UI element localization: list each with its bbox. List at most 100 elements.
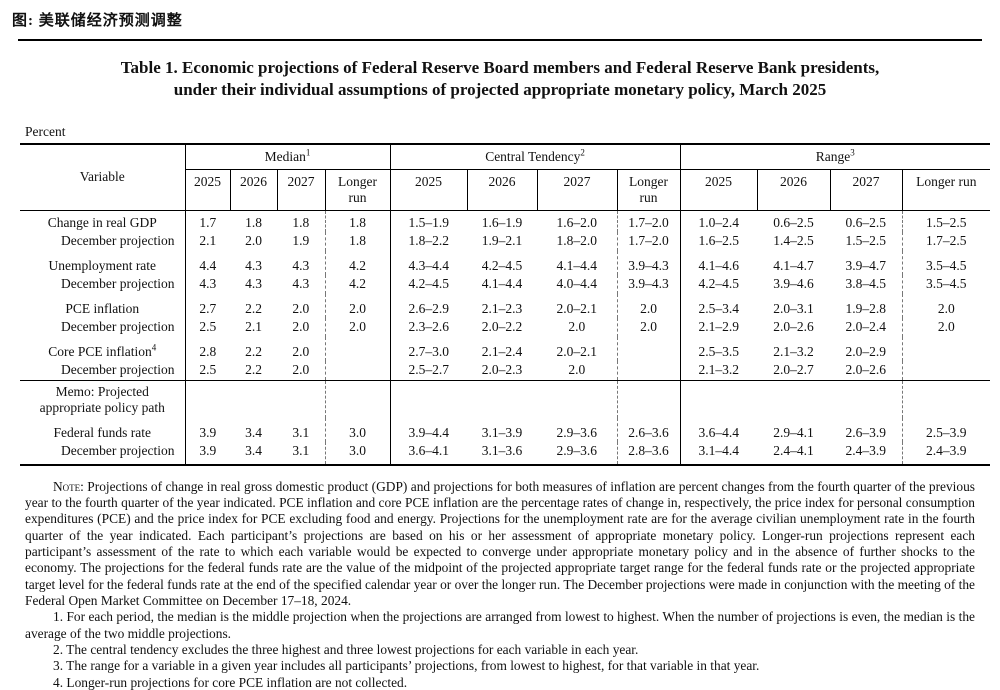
range-value: 1.9–2.8: [845, 300, 887, 316]
table-row: December projection 3.9 3.4 3.1 3.0 3.6–4.1 3.…: [20, 442, 991, 465]
central-value: 2.0: [616, 318, 681, 337]
central-value: 2.0: [568, 362, 586, 378]
median-value: 1.8: [324, 232, 390, 251]
range-value: 3.9–4.6: [773, 276, 814, 292]
central-value: [616, 336, 681, 362]
range-value: 1.5–2.5: [901, 210, 991, 233]
range-value: 1.7–2.5: [901, 232, 991, 251]
projections-table-body: Change in real GDP 1.7 1.8 1.8 1.8 1.5–1.9 1.6…: [20, 210, 991, 465]
central-value: 2.0–2.2: [481, 319, 523, 335]
range-footnote-ref: 3: [850, 147, 855, 157]
median-group-header: Median1: [184, 143, 390, 170]
median-value: 4.4: [184, 250, 230, 276]
median-value: 3.9: [184, 442, 230, 465]
range-value: 2.0–2.6: [845, 362, 887, 378]
central-value: 2.6–3.6: [616, 417, 681, 443]
range-value: 2.0–3.1: [773, 300, 814, 316]
median-value: 3.1: [292, 443, 310, 459]
note-label: Note:: [53, 478, 84, 494]
table-title: Table 1. Economic projections of Federal…: [0, 57, 1000, 101]
range-value: 2.4–3.9: [901, 442, 991, 465]
range-value: 1.4–2.5: [773, 233, 814, 249]
range-value: 3.8–4.5: [845, 276, 887, 292]
table-row: December projection 2.5 2.1 2.0 2.0 2.3–2.6 2.…: [20, 318, 991, 337]
central-value: 2.6–2.9: [389, 293, 467, 319]
central-value: [616, 379, 681, 418]
central-value: 2.0–2.1: [556, 300, 598, 316]
range-value: 3.5–4.5: [901, 250, 991, 276]
central-value: 3.1–3.6: [481, 443, 523, 459]
median-value: 4.3: [245, 257, 262, 273]
median-value: [277, 379, 325, 418]
range-value: 2.1–2.9: [679, 318, 758, 337]
table-row: PCE inflation 2.7 2.2 2.0 2.0 2.6–2.9 2.1–2.3 2…: [20, 293, 991, 319]
memo-row: Memo: Projected appropriate policy path: [20, 379, 991, 418]
median-value: 2.2: [245, 362, 262, 378]
median-value: 3.1: [292, 424, 310, 440]
range-year-2025: 2025: [679, 169, 758, 211]
median-year-2026: 2026: [229, 169, 277, 211]
central-value: 4.0–4.4: [556, 276, 598, 292]
central-value: 3.9–4.3: [616, 250, 681, 276]
central-value: [616, 361, 681, 381]
group-header-row: Variable Median1 Central Tendency2 Range…: [20, 143, 991, 211]
median-value: 2.0: [324, 293, 390, 319]
range-value: 2.6–3.9: [845, 424, 887, 440]
row-label: Federal funds rate: [53, 424, 151, 440]
central-value: 2.0: [616, 293, 681, 319]
range-value: 4.1–4.7: [773, 257, 814, 273]
row-label: PCE inflation: [65, 300, 140, 316]
range-value: [901, 361, 991, 381]
median-value: 2.0: [324, 318, 390, 337]
footnote-1: 1. For each period, the median is the mi…: [25, 609, 975, 641]
range-value: [830, 379, 903, 418]
range-value: 2.0–2.4: [845, 319, 887, 335]
median-value: 3.4: [245, 424, 262, 440]
central-value: 1.5–1.9: [389, 210, 467, 233]
range-value: 2.0: [901, 318, 991, 337]
median-value: 2.5: [184, 318, 230, 337]
median-value: 1.8: [292, 214, 310, 230]
row-label: Core PCE inflation4: [48, 342, 157, 359]
range-value: [901, 379, 991, 418]
median-value: 3.0: [324, 442, 390, 465]
central-value: 1.8–2.2: [389, 232, 467, 251]
range-year-2027: 2027: [829, 169, 903, 211]
median-value: 3.4: [245, 443, 262, 459]
range-value: 2.5–3.5: [679, 336, 758, 362]
table-row: Unemployment rate 4.4 4.3 4.3 4.2 4.3–4.4 4.2–…: [20, 250, 991, 276]
table-note: Note: Projections of change in real gros…: [25, 479, 975, 610]
row-label: Unemployment rate: [48, 257, 157, 273]
table-row: Core PCE inflation4 2.8 2.2 2.0 2.7–3.0 2.1–2…: [20, 336, 991, 362]
figure-caption: 图: 美联储经济预测调整: [12, 13, 183, 29]
median-footnote-ref: 1: [305, 147, 311, 157]
central-value: 2.0: [568, 319, 586, 335]
median-value: 2.2: [245, 300, 262, 316]
range-value: 2.0–2.9: [845, 343, 887, 359]
median-value: [230, 379, 277, 418]
table-row: December projection 2.5 2.2 2.0 2.5–2.7 2.0–2…: [20, 361, 991, 381]
central-value: 1.9–2.1: [481, 233, 523, 249]
row-label: Memo: Projected appropriate policy path: [20, 379, 185, 418]
unit-label: Percent: [25, 123, 66, 139]
range-value: 0.6–2.5: [773, 214, 814, 230]
median-value: 2.0: [292, 319, 310, 335]
variable-header: Variable: [20, 143, 185, 211]
central-value: 4.2–4.5: [389, 275, 467, 294]
range-value: 1.6–2.5: [679, 232, 758, 251]
projections-table: Variable Median1 Central Tendency2 Range…: [20, 142, 991, 466]
median-value: 2.8: [184, 336, 230, 362]
median-value: 2.1: [245, 319, 262, 335]
central-value: 1.6–2.0: [556, 214, 598, 230]
range-value: 2.5–3.9: [901, 417, 991, 443]
range-value: 2.0–2.6: [773, 319, 814, 335]
central-tendency-footnote-ref: 2: [580, 147, 585, 157]
median-value: 4.3: [184, 275, 230, 294]
central-value: 2.1–2.4: [481, 343, 523, 359]
range-value: 3.5–4.5: [901, 275, 991, 294]
central-value: 2.0–2.3: [481, 362, 523, 378]
median-value: 3.9: [184, 417, 230, 443]
row-label: December projection: [60, 233, 175, 249]
range-value: 3.9–4.7: [845, 257, 887, 273]
